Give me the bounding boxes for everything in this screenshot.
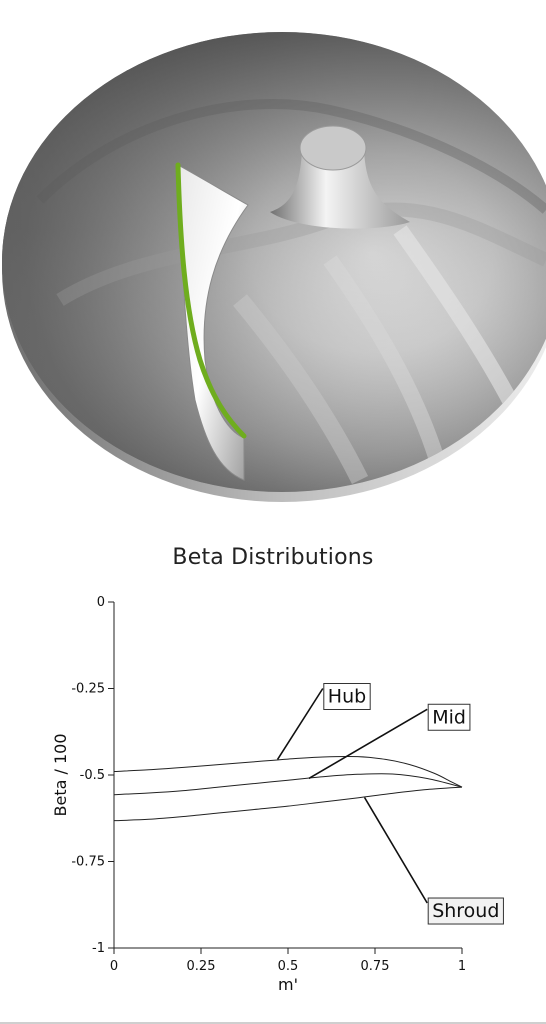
x-tick-label: 0.25	[187, 959, 216, 974]
chart-title: Beta Distributions	[172, 545, 374, 570]
y-tick-label: -0.25	[71, 682, 105, 697]
chart-axes: 0 0.25 0.5 0.75 1 0 -0.25 -0.5 -0.75 -1 m' Beta / 1…	[51, 595, 466, 994]
x-axis-label: m'	[278, 975, 298, 994]
series-line-mid	[113, 773, 463, 796]
y-tick-label: 0	[97, 595, 105, 610]
series-layer	[113, 755, 463, 822]
callout-box-hub	[323, 683, 371, 710]
series-line-shroud	[113, 786, 463, 822]
y-axis-label: Beta / 100	[51, 734, 70, 817]
impeller-render	[2, 32, 546, 502]
y-tick-label: -0.75	[71, 855, 105, 870]
y-tick-label: -1	[92, 941, 105, 956]
callout-label-mid: Mid	[432, 706, 466, 728]
callout-layer: Hub Mid Shroud	[276, 683, 504, 925]
callout-leader-mid	[308, 708, 428, 780]
bottom-divider	[0, 1022, 546, 1024]
x-tick-label: 0	[110, 959, 118, 974]
x-tick-label: 1	[458, 959, 466, 974]
callout-leader-hub	[276, 688, 324, 760]
callout-leader-shroud	[363, 797, 428, 904]
x-tick-label: 0.5	[278, 959, 299, 974]
x-tick-label: 0.75	[361, 959, 390, 974]
hub-cap	[299, 125, 367, 171]
callout-box-shroud	[427, 897, 504, 925]
callout-label-shroud: Shroud	[432, 900, 499, 922]
callout-label-hub: Hub	[328, 686, 366, 708]
hub-boss	[270, 150, 410, 229]
blade-surface	[177, 164, 249, 481]
callout-box-mid	[427, 703, 471, 731]
y-tick-label: -0.5	[80, 768, 105, 783]
blade-leading-edge	[175, 162, 247, 439]
series-line-hub	[113, 755, 463, 788]
